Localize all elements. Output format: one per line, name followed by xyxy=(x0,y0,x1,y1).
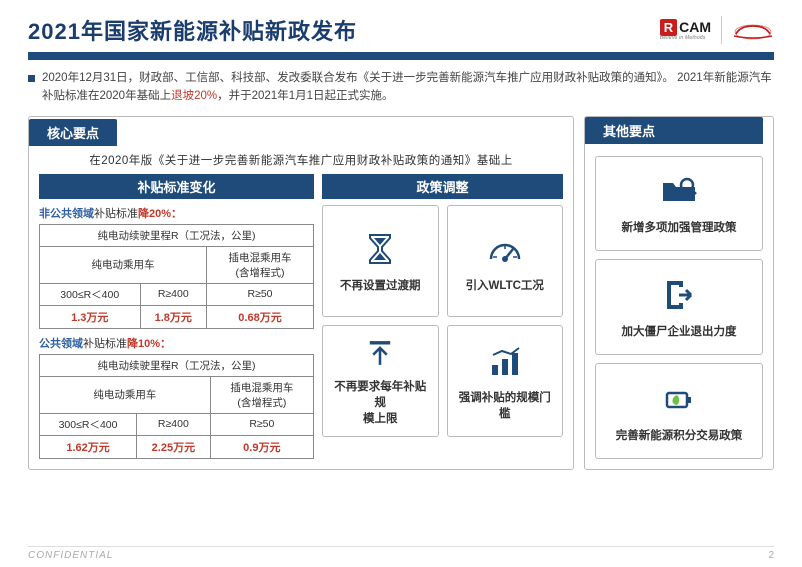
tile-wltc: 引入WLTC工况 xyxy=(447,205,564,317)
page-number: 2 xyxy=(768,550,774,561)
policy-block: 政策调整 不再设置过渡期 引入WLTC工况 不再要求每年补贴规 模上限 xyxy=(322,174,563,459)
subsidy-change-block: 补贴标准变化 非公共领域补贴标准降20%： 纯电动续驶里程R（工况法，公里) 纯… xyxy=(39,174,314,459)
page-title: 2021年国家新能源补贴新政发布 xyxy=(28,14,357,46)
tile-exit-zombie: 加大僵尸企业退出力度 xyxy=(595,259,763,355)
core-tab: 核心要点 xyxy=(29,119,117,146)
other-tab: 其他要点 xyxy=(585,117,763,144)
tile-credit-trade: 完善新能源积分交易政策 xyxy=(595,363,763,459)
section-label-public: 公共领域补贴标准降10%： xyxy=(39,335,314,351)
logo-divider xyxy=(721,16,722,44)
subsidy-header: 补贴标准变化 xyxy=(39,174,314,199)
section-label-nonpublic: 非公共领域补贴标准降20%： xyxy=(39,205,314,221)
header-row: 2021年国家新能源补贴新政发布 RCAM Believe in Methods xyxy=(28,14,774,46)
tile-no-cap: 不再要求每年补贴规 模上限 xyxy=(322,325,439,437)
speedometer-icon xyxy=(485,229,525,269)
cam-logo: RCAM Believe in Methods xyxy=(660,19,711,41)
bar-chart-icon xyxy=(485,341,525,381)
exit-icon xyxy=(659,275,699,315)
tile-strengthen-mgmt: 新增多项加强管理政策 xyxy=(595,156,763,252)
tile-no-transition: 不再设置过渡期 xyxy=(322,205,439,317)
main-body: 核心要点 在2020年版《关于进一步完善新能源汽车推广应用财政补贴政策的通知》基… xyxy=(28,116,774,470)
policy-header: 政策调整 xyxy=(322,174,563,199)
battery-leaf-icon xyxy=(659,379,699,419)
core-subintro: 在2020年版《关于进一步完善新能源汽车推广应用财政补贴政策的通知》基础上 xyxy=(39,152,563,168)
tile-threshold: 强调补贴的规模门槛 xyxy=(447,325,564,437)
table-nonpublic: 纯电动续驶里程R（工况法，公里) 纯电动乘用车插电混乘用车 (含增程式) 300… xyxy=(39,224,314,329)
confidential-label: CONFIDENTIAL xyxy=(28,550,113,561)
hourglass-icon xyxy=(360,229,400,269)
intro-paragraph: 2020年12月31日，财政部、工信部、科技部、发改委联合发布《关于进一步完善新… xyxy=(28,70,774,106)
table-public: 纯电动续驶里程R（工况法，公里) 纯电动乘用车插电混乘用车 (含增程式) 300… xyxy=(39,354,314,459)
logo-block: RCAM Believe in Methods xyxy=(660,16,774,44)
up-arrow-bar-icon xyxy=(360,336,400,370)
core-panel: 核心要点 在2020年版《关于进一步完善新能源汽车推广应用财政补贴政策的通知》基… xyxy=(28,116,574,470)
car-logo xyxy=(732,18,774,42)
folder-search-icon xyxy=(659,171,699,211)
title-underline xyxy=(28,52,774,60)
footer: CONFIDENTIAL 2 xyxy=(0,550,802,561)
other-panel: 其他要点 新增多项加强管理政策 加大僵尸企业退出力度 完善新能源积分交易政策 xyxy=(584,116,774,470)
